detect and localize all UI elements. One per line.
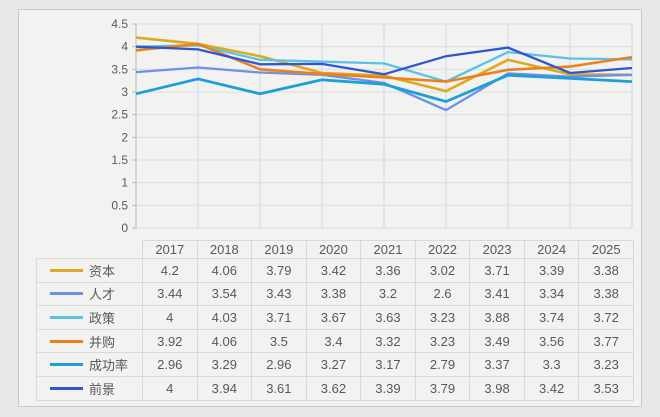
svg-text:3: 3 [121,85,128,99]
svg-text:1: 1 [121,176,128,190]
svg-text:1.5: 1.5 [111,153,128,167]
svg-text:0: 0 [121,221,128,235]
svg-text:0.5: 0.5 [111,198,128,212]
svg-text:2: 2 [121,130,128,144]
svg-text:2.5: 2.5 [111,108,128,122]
svg-text:4: 4 [121,40,128,54]
svg-text:3.5: 3.5 [111,62,128,76]
svg-text:4.5: 4.5 [111,17,128,31]
